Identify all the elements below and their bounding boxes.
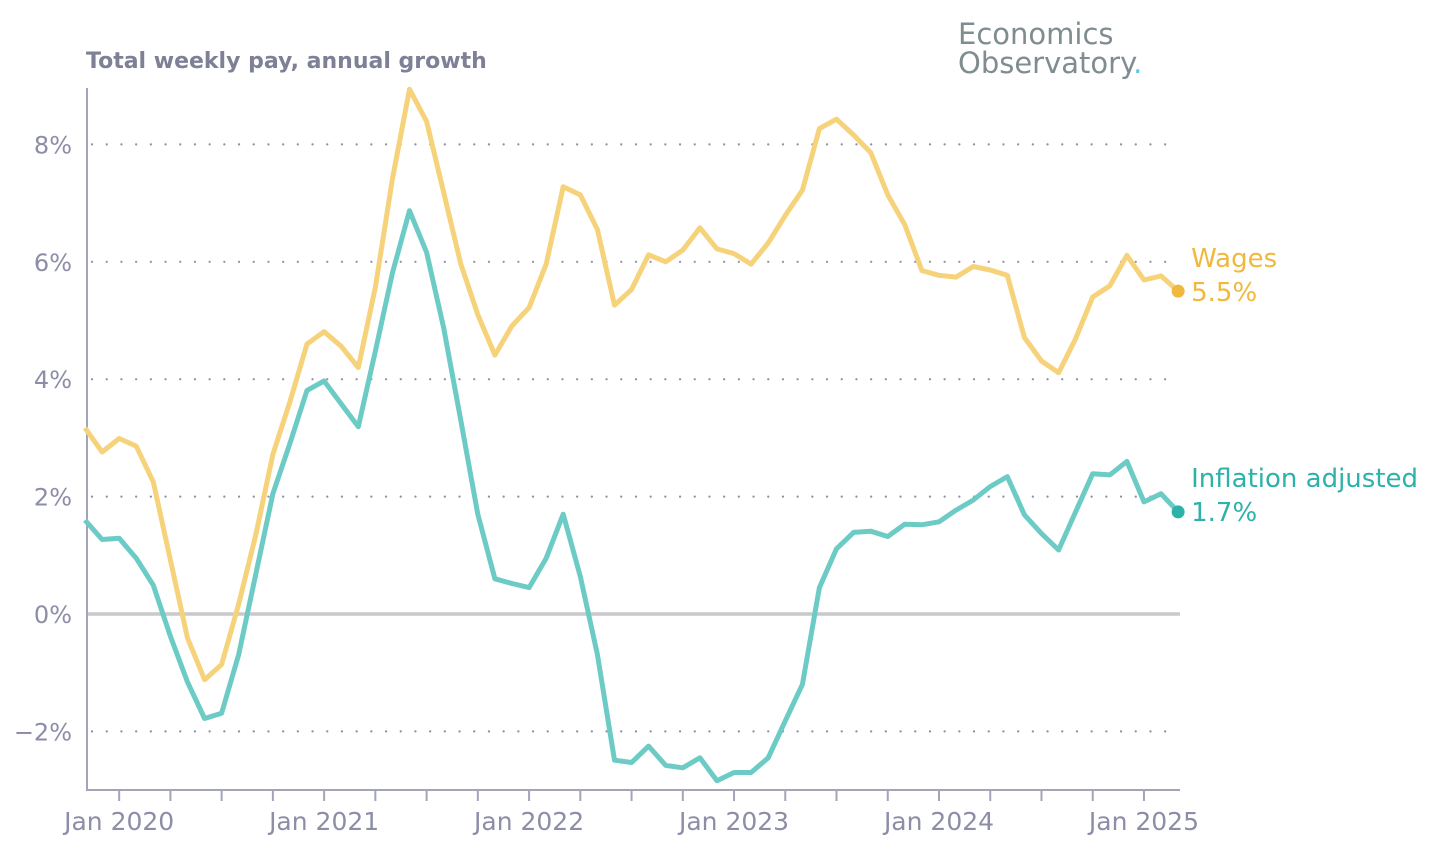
y-tick-label: −2% (14, 718, 72, 746)
x-tick-label: Jan 2023 (677, 807, 789, 836)
x-tick-label: Jan 2021 (267, 807, 379, 836)
series-name-label: Wages (1191, 244, 1277, 274)
y-tick-label: 4% (34, 366, 72, 394)
x-tick-label: Jan 2024 (882, 807, 994, 836)
y-tick-label: 8% (34, 131, 72, 159)
logo-line1: Economics (958, 17, 1114, 51)
chart-title: Total weekly pay, annual growth (86, 49, 487, 74)
series-labels: Wages 5.5% Inflation adjusted 1.7% (1171, 244, 1418, 528)
x-tick-label: Jan 2020 (62, 807, 174, 836)
logo-line2: Observatory. (958, 46, 1142, 80)
x-tick-label: Jan 2025 (1087, 807, 1199, 836)
series-end-value-label: 1.7% (1191, 498, 1257, 528)
y-tick-label: 6% (34, 249, 72, 277)
logo-dot: . (1133, 46, 1142, 80)
y-tick-labels: −2% 0% 2% 4% 6% 8% (14, 131, 72, 746)
logo: Economics Observatory. (958, 17, 1142, 80)
series-lines (82, 86, 1180, 784)
y-tick-label: 2% (34, 484, 72, 512)
series-line-inflation-adjusted (83, 208, 1180, 784)
x-tick-label: Jan 2022 (472, 807, 584, 836)
series-end-point (1171, 505, 1185, 519)
y-tick-label: 0% (34, 601, 72, 629)
gridlines (90, 143, 1172, 733)
series-end-value-label: 5.5% (1191, 278, 1257, 308)
logo-line2-text: Observatory (958, 46, 1137, 80)
axes (86, 88, 1180, 801)
series-line-wages (82, 86, 1180, 683)
x-tick-labels: Jan 2020 Jan 2021 Jan 2022 Jan 2023 Jan 2024… (62, 807, 1199, 836)
series-end-point (1171, 284, 1185, 298)
series-name-label: Inflation adjusted (1191, 464, 1418, 494)
